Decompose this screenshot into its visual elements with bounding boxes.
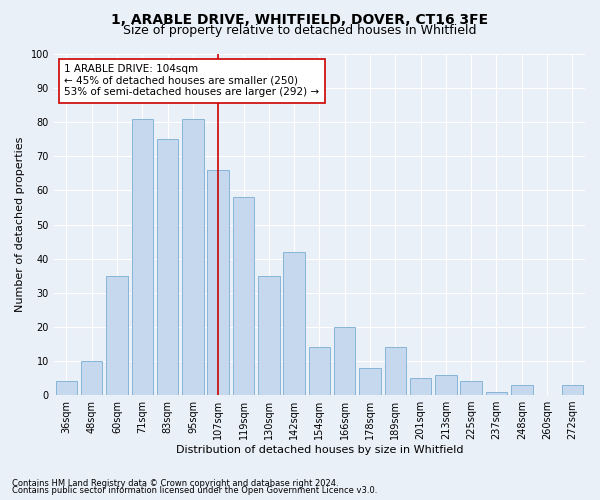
Bar	[385, 348, 406, 395]
Text: Size of property relative to detached houses in Whitfield: Size of property relative to detached ho…	[123, 24, 477, 37]
Bar	[308, 348, 330, 395]
Bar	[106, 276, 128, 395]
Text: Contains public sector information licensed under the Open Government Licence v3: Contains public sector information licen…	[12, 486, 377, 495]
Text: 1 ARABLE DRIVE: 104sqm
← 45% of detached houses are smaller (250)
53% of semi-de: 1 ARABLE DRIVE: 104sqm ← 45% of detached…	[64, 64, 320, 98]
Bar	[81, 361, 103, 395]
Bar	[410, 378, 431, 395]
Text: 1, ARABLE DRIVE, WHITFIELD, DOVER, CT16 3FE: 1, ARABLE DRIVE, WHITFIELD, DOVER, CT16 …	[112, 12, 488, 26]
Bar	[56, 382, 77, 395]
Bar	[460, 382, 482, 395]
Bar	[359, 368, 381, 395]
Bar	[258, 276, 280, 395]
X-axis label: Distribution of detached houses by size in Whitfield: Distribution of detached houses by size …	[176, 445, 463, 455]
Text: Contains HM Land Registry data © Crown copyright and database right 2024.: Contains HM Land Registry data © Crown c…	[12, 478, 338, 488]
Bar	[233, 198, 254, 395]
Bar	[435, 374, 457, 395]
Bar	[334, 327, 355, 395]
Bar	[208, 170, 229, 395]
Bar	[486, 392, 507, 395]
Bar	[131, 119, 153, 395]
Bar	[283, 252, 305, 395]
Bar	[511, 385, 533, 395]
Bar	[157, 140, 178, 395]
Y-axis label: Number of detached properties: Number of detached properties	[15, 137, 25, 312]
Bar	[562, 385, 583, 395]
Bar	[182, 119, 203, 395]
